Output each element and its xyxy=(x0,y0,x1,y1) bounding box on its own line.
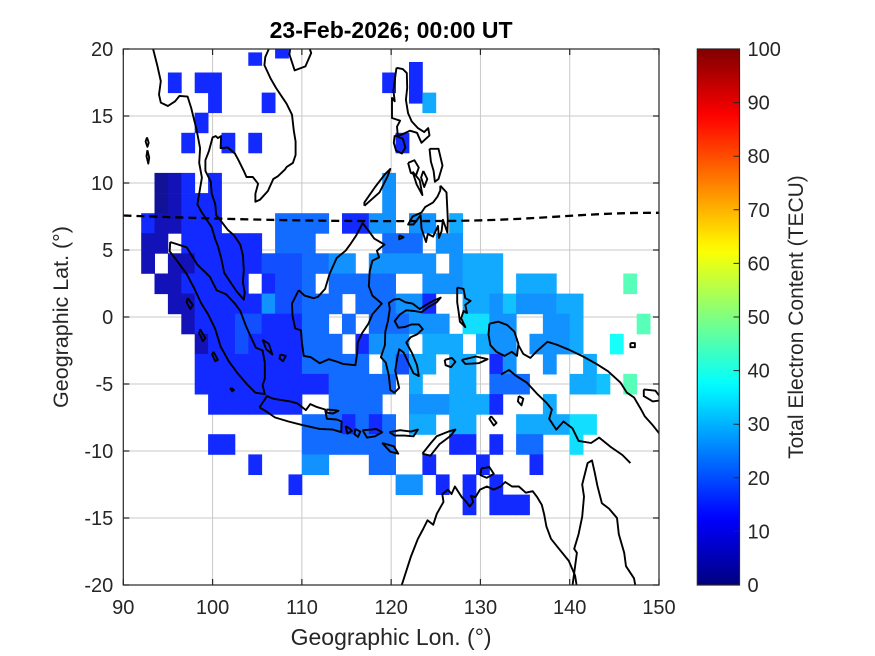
svg-text:30: 30 xyxy=(748,414,770,436)
svg-text:90: 90 xyxy=(112,597,134,619)
svg-text:5: 5 xyxy=(102,240,113,262)
svg-text:100: 100 xyxy=(748,39,781,61)
svg-text:110: 110 xyxy=(286,597,318,619)
svg-text:Geographic Lon. (°): Geographic Lon. (°) xyxy=(291,624,492,650)
svg-text:-10: -10 xyxy=(84,441,113,463)
svg-text:-5: -5 xyxy=(96,374,114,396)
svg-text:100: 100 xyxy=(196,597,229,619)
svg-text:Geographic Lat. (°): Geographic Lat. (°) xyxy=(49,226,73,408)
svg-text:15: 15 xyxy=(91,106,113,128)
svg-text:10: 10 xyxy=(91,173,113,195)
svg-text:-15: -15 xyxy=(84,508,113,530)
svg-text:0: 0 xyxy=(102,307,113,329)
svg-text:140: 140 xyxy=(553,597,586,619)
svg-text:10: 10 xyxy=(748,521,770,543)
svg-text:0: 0 xyxy=(748,575,759,597)
svg-text:130: 130 xyxy=(464,597,497,619)
svg-text:150: 150 xyxy=(642,597,675,619)
svg-text:20: 20 xyxy=(748,468,770,490)
svg-text:70: 70 xyxy=(748,200,770,222)
svg-text:20: 20 xyxy=(91,39,113,61)
svg-text:90: 90 xyxy=(748,93,770,115)
svg-text:40: 40 xyxy=(748,361,770,383)
svg-text:60: 60 xyxy=(748,253,770,275)
svg-text:23-Feb-2026; 00:00 UT: 23-Feb-2026; 00:00 UT xyxy=(270,17,513,43)
svg-text:-20: -20 xyxy=(84,575,113,597)
svg-text:80: 80 xyxy=(748,146,770,168)
svg-text:120: 120 xyxy=(375,597,408,619)
svg-text:50: 50 xyxy=(748,307,770,329)
svg-text:Total Electron Content (TECU): Total Electron Content (TECU) xyxy=(785,175,808,459)
